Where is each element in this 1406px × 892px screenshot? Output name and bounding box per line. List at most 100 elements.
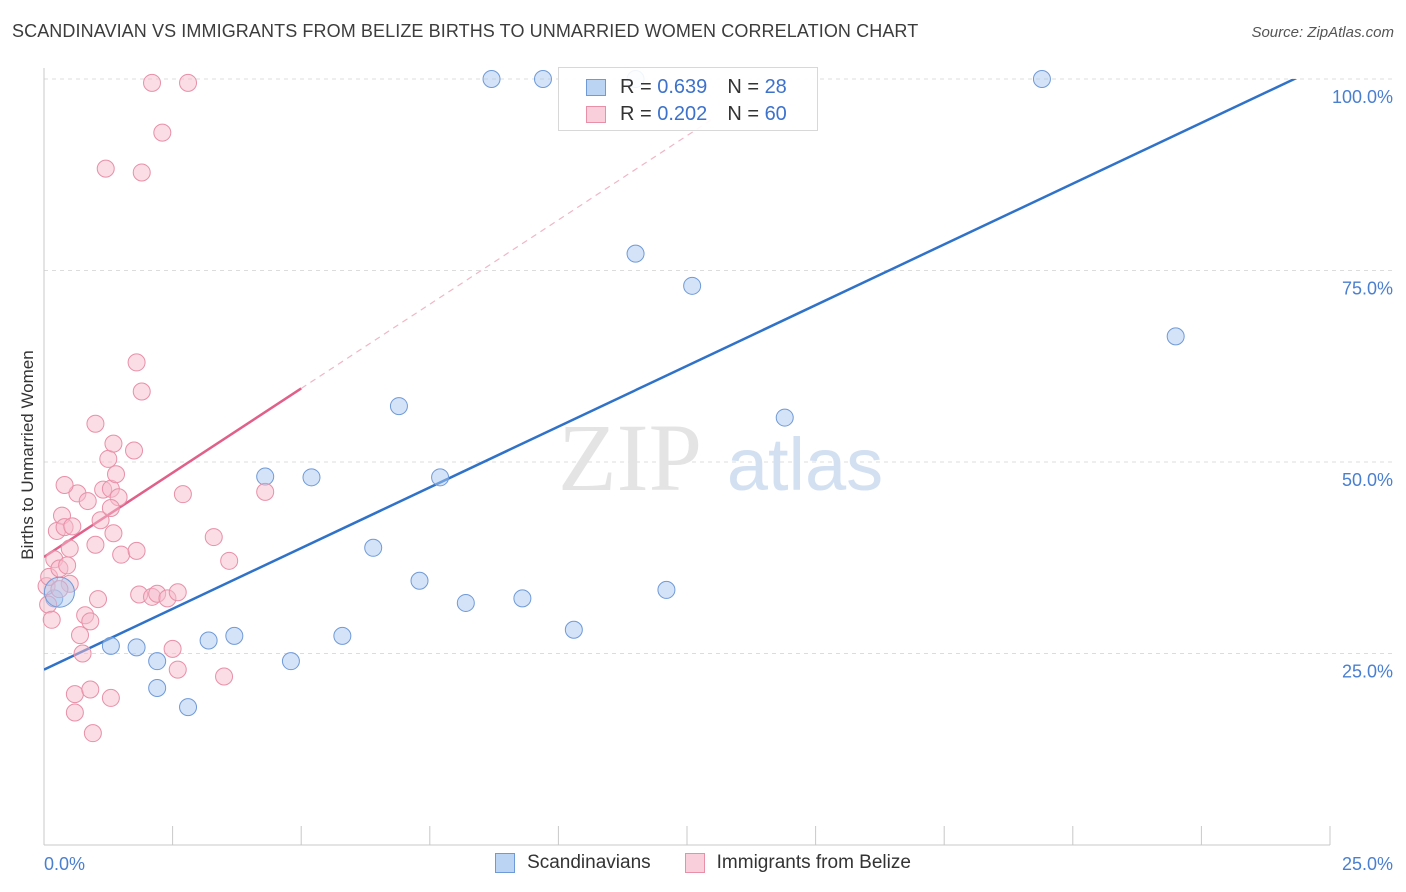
scandinavian-point xyxy=(410,571,429,590)
belize-point xyxy=(55,475,74,494)
belize-point xyxy=(50,580,69,599)
legend-r-value: 0.202 xyxy=(657,102,708,125)
legend-swatch-pink xyxy=(684,853,705,873)
legend-r-label: R = xyxy=(620,75,652,98)
scandinavian-point xyxy=(127,638,146,657)
scandinavian-point xyxy=(775,408,794,427)
belize-point xyxy=(104,434,123,453)
belize-point xyxy=(101,498,120,517)
scandinavian-point xyxy=(533,70,552,88)
belize-point xyxy=(153,123,172,142)
legend-swatch-blue xyxy=(495,853,516,873)
axes xyxy=(43,68,1331,846)
legend-label: Immigrants from Belize xyxy=(716,852,911,873)
data-points xyxy=(37,70,1185,743)
belize-point xyxy=(58,556,77,575)
legend-r-value: 0.639 xyxy=(657,75,708,98)
chart-source: Source: ZipAtlas.com xyxy=(1251,24,1394,41)
belize-point xyxy=(132,163,151,182)
chart-title: SCANDINAVIAN VS IMMIGRANTS FROM BELIZE B… xyxy=(12,21,919,41)
scandinavian-point xyxy=(43,576,75,608)
scandinavian-point xyxy=(256,467,275,486)
belize-point xyxy=(78,492,97,511)
belize-trend-extension xyxy=(300,118,714,389)
belize-point xyxy=(101,688,120,707)
scandinavian-point xyxy=(456,593,475,612)
belize-point xyxy=(60,539,79,558)
belize-point xyxy=(127,541,146,560)
belize-point xyxy=(89,590,108,609)
series-legend: Scandinavians Immigrants from Belize xyxy=(0,852,1406,874)
belize-point xyxy=(107,465,126,484)
scandinavian-point xyxy=(302,468,321,487)
belize-point xyxy=(125,441,144,460)
belize-point xyxy=(220,551,239,570)
belize-trend-line xyxy=(44,387,302,559)
y-tick-label: 50.0% xyxy=(1342,470,1393,490)
belize-point xyxy=(104,524,123,543)
belize-point xyxy=(215,667,234,686)
legend-item-belize[interactable]: Immigrants from Belize xyxy=(684,852,911,874)
belize-point xyxy=(168,583,187,602)
scandinavian-point xyxy=(683,276,702,295)
legend-swatch-blue xyxy=(586,78,606,96)
legend-item-scandinavians[interactable]: Scandinavians xyxy=(495,852,651,874)
legend-label: Scandinavians xyxy=(527,852,651,873)
x-tick-label-max: 25.0% xyxy=(1342,854,1393,874)
belize-point xyxy=(127,353,146,372)
watermark: ZIP atlas xyxy=(558,404,883,511)
belize-point xyxy=(73,644,92,663)
x-tick-label-min: 0.0% xyxy=(44,854,85,874)
belize-point xyxy=(173,485,192,504)
stats-legend: R = 0.639 N = 28 R = 0.202 N = 60 xyxy=(558,67,818,131)
legend-row-scandinavians: R = 0.639 N = 28 xyxy=(586,75,787,99)
belize-point xyxy=(132,382,151,401)
watermark-atlas: atlas xyxy=(727,423,883,506)
legend-row-belize: R = 0.202 N = 60 xyxy=(586,102,787,126)
belize-point xyxy=(256,482,275,501)
belize-point xyxy=(81,612,100,631)
scandinavian-point xyxy=(1032,70,1051,88)
belize-point xyxy=(143,73,162,92)
belize-point xyxy=(65,685,84,704)
scandinavian-point xyxy=(657,580,676,599)
scandinavian-point xyxy=(281,652,300,671)
belize-point xyxy=(86,414,105,433)
belize-point xyxy=(71,626,90,645)
scandinavian-point xyxy=(333,626,352,645)
belize-point xyxy=(179,73,198,92)
belize-point xyxy=(65,703,84,722)
legend-r-label: R = xyxy=(620,102,652,125)
legend-n-label: N = xyxy=(727,75,759,98)
belize-point xyxy=(96,159,115,178)
belize-point xyxy=(204,528,223,547)
scandinavian-point xyxy=(431,468,450,487)
scandinavian-point xyxy=(1166,327,1185,346)
y-tick-label: 75.0% xyxy=(1342,279,1393,299)
belize-point xyxy=(99,449,118,468)
scandinavian-point xyxy=(389,397,408,416)
scandinavian-point xyxy=(364,538,383,557)
belize-point xyxy=(81,680,100,699)
scandinavian-point xyxy=(225,626,244,645)
legend-n-value: 28 xyxy=(764,75,787,98)
scandinavian-point xyxy=(564,620,583,639)
belize-point xyxy=(86,535,105,554)
scandinavian-point xyxy=(148,652,167,671)
y-tick-label: 25.0% xyxy=(1342,662,1393,682)
belize-point xyxy=(168,660,187,679)
scandinavian-point xyxy=(513,589,532,608)
scandinavian-point xyxy=(148,678,167,697)
legend-n-value: 60 xyxy=(764,102,787,125)
belize-point xyxy=(42,610,61,629)
scandinavian-point xyxy=(179,698,198,717)
y-tick-label: 100.0% xyxy=(1332,87,1393,107)
belize-point xyxy=(163,639,182,658)
scandinavian-point xyxy=(626,244,645,263)
scandinavian-point xyxy=(199,631,218,650)
belize-point xyxy=(112,545,131,564)
scandinavian-trend-line xyxy=(44,79,1298,671)
scandinavian-point xyxy=(482,70,501,88)
watermark-zip: ZIP xyxy=(558,404,702,511)
